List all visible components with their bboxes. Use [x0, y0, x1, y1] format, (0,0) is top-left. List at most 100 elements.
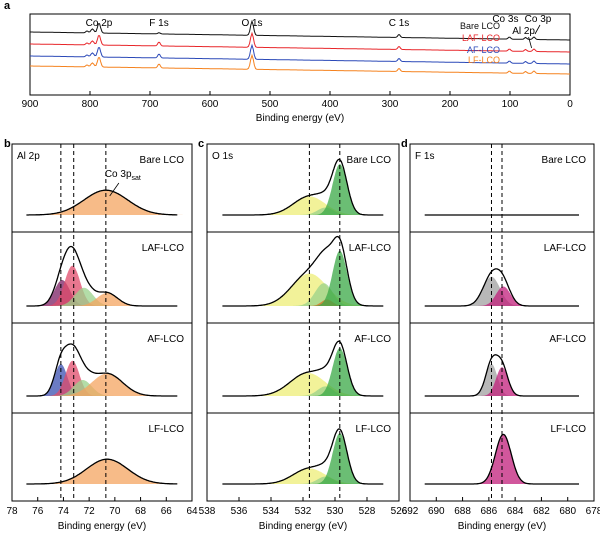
element-label-d: F 1s [415, 151, 434, 162]
envelope-c-2 [222, 340, 384, 397]
xtick-label-c-4: 530 [327, 506, 344, 517]
survey-legend-0: Bare LCO [460, 21, 500, 31]
survey-line-3 [30, 53, 570, 75]
xtick-label-a-1: 800 [82, 99, 99, 110]
peak-label-4: Co 3s [492, 14, 518, 25]
xtick-label-a-2: 700 [142, 99, 159, 110]
sample-label-d-1: LAF-LCO [544, 243, 586, 254]
peak-label-6: Co 3p [525, 14, 552, 25]
fit-peak-b-2-0 [12, 364, 192, 396]
fit-peak-b-1-0 [12, 280, 192, 306]
fit-peak-b-0-0 [12, 190, 192, 215]
envelope-c-1 [222, 235, 384, 307]
envelope-b-0 [26, 189, 178, 216]
sample-label-b-3: LF-LCO [148, 424, 184, 435]
survey-line-1 [30, 31, 570, 53]
envelope-b-3 [26, 458, 178, 485]
panel-letter-a: a [4, 0, 11, 12]
xtick-label-d-5: 682 [533, 506, 550, 517]
envelope-b-1 [26, 245, 178, 307]
co3psat-annotation: Co 3psat [105, 169, 141, 182]
survey-legend-3: LF-LCO [468, 55, 500, 65]
fit-peak-c-1-0 [207, 273, 399, 306]
envelope-b-2 [26, 343, 178, 397]
xtick-label-a-4: 500 [262, 99, 279, 110]
xlabel-d: Binding energy (eV) [458, 521, 546, 532]
xtick-label-b-4: 70 [109, 506, 121, 517]
fit-peak-d-1-1 [410, 286, 594, 306]
sample-label-b-2: AF-LCO [147, 334, 184, 345]
fit-peak-c-3-0 [207, 468, 399, 484]
xtick-label-a-0: 900 [22, 99, 39, 110]
fit-peak-c-0-2 [207, 164, 399, 215]
fit-peak-b-3-0 [12, 459, 192, 484]
element-label-b: Al 2p [17, 151, 40, 162]
xtick-label-c-1: 536 [231, 506, 248, 517]
co3psat-arrow [109, 182, 120, 197]
fit-peak-b-2-3 [12, 373, 192, 396]
sample-label-c-1: LAF-LCO [349, 243, 391, 254]
xtick-label-b-1: 76 [32, 506, 44, 517]
xtick-label-a-8: 100 [502, 99, 519, 110]
sample-label-c-3: LF-LCO [355, 424, 391, 435]
sample-label-d-0: Bare LCO [542, 155, 587, 166]
envelope-c-0 [222, 158, 384, 216]
xtick-label-d-6: 680 [559, 506, 576, 517]
panel-a-frame [29, 13, 571, 96]
survey-line-2 [30, 43, 570, 65]
xtick-label-a-9: 0 [567, 99, 573, 110]
envelope-d-3 [424, 433, 579, 485]
peak-label-3: C 1s [389, 18, 410, 29]
xtick-label-b-5: 68 [135, 506, 147, 517]
xtick-label-c-3: 532 [295, 506, 312, 517]
xtick-label-b-0: 78 [6, 506, 18, 517]
xtick-label-b-6: 66 [161, 506, 173, 517]
xtick-label-a-3: 600 [202, 99, 219, 110]
survey-legend-1: LAF-LCO [462, 33, 500, 43]
peak-label-1: F 1s [149, 18, 168, 29]
panel-frame-b [11, 143, 193, 502]
sample-label-c-2: AF-LCO [354, 334, 391, 345]
xtick-label-d-2: 688 [454, 506, 471, 517]
xtick-label-d-3: 686 [481, 506, 498, 517]
panel-letter-b: b [4, 138, 11, 150]
al2p-arrow [528, 36, 532, 49]
fit-peak-c-1-3 [207, 250, 399, 306]
fit-peak-c-0-0 [207, 196, 399, 215]
xtick-label-a-7: 200 [442, 99, 459, 110]
fit-peak-c-3-2 [207, 433, 399, 484]
xtick-label-c-6: 526 [391, 506, 408, 517]
xtick-label-a-5: 400 [322, 99, 339, 110]
xtick-label-d-4: 684 [507, 506, 524, 517]
xtick-label-b-3: 72 [84, 506, 96, 517]
xtick-label-b-7: 64 [186, 506, 198, 517]
survey-legend-2: AF-LCO [467, 45, 500, 55]
xtick-label-a-6: 300 [382, 99, 399, 110]
sample-label-b-0: Bare LCO [140, 155, 185, 166]
xtick-label-c-5: 528 [359, 506, 376, 517]
co3p-arrow [534, 24, 541, 35]
xtick-label-c-0: 538 [199, 506, 216, 517]
survey-line-0 [30, 19, 570, 41]
xlabel-c: Binding energy (eV) [259, 521, 347, 532]
co3psat-subscript: sat [132, 175, 141, 182]
peak-label-5: Al 2p [512, 26, 535, 37]
envelope-c-3 [222, 428, 384, 485]
sample-label-c-0: Bare LCO [347, 155, 392, 166]
fit-peak-c-2-2 [207, 348, 399, 396]
panel-letter-d: d [401, 138, 408, 150]
fit-peak-b-1-3 [12, 293, 192, 306]
sample-label-d-3: LF-LCO [550, 424, 586, 435]
sample-label-b-1: LAF-LCO [142, 243, 184, 254]
peak-label-2: O 1s [241, 18, 262, 29]
envelope-d-2 [424, 354, 579, 397]
xtick-label-d-0: 692 [402, 506, 419, 517]
fit-peak-d-2-1 [410, 367, 594, 396]
panel-letter-c: c [198, 138, 204, 150]
xlabel-b: Binding energy (eV) [58, 521, 146, 532]
xlabel-a: Binding energy (eV) [256, 113, 344, 124]
xtick-label-b-2: 74 [58, 506, 70, 517]
sample-label-d-2: AF-LCO [549, 334, 586, 345]
xtick-label-d-7: 678 [586, 506, 600, 517]
